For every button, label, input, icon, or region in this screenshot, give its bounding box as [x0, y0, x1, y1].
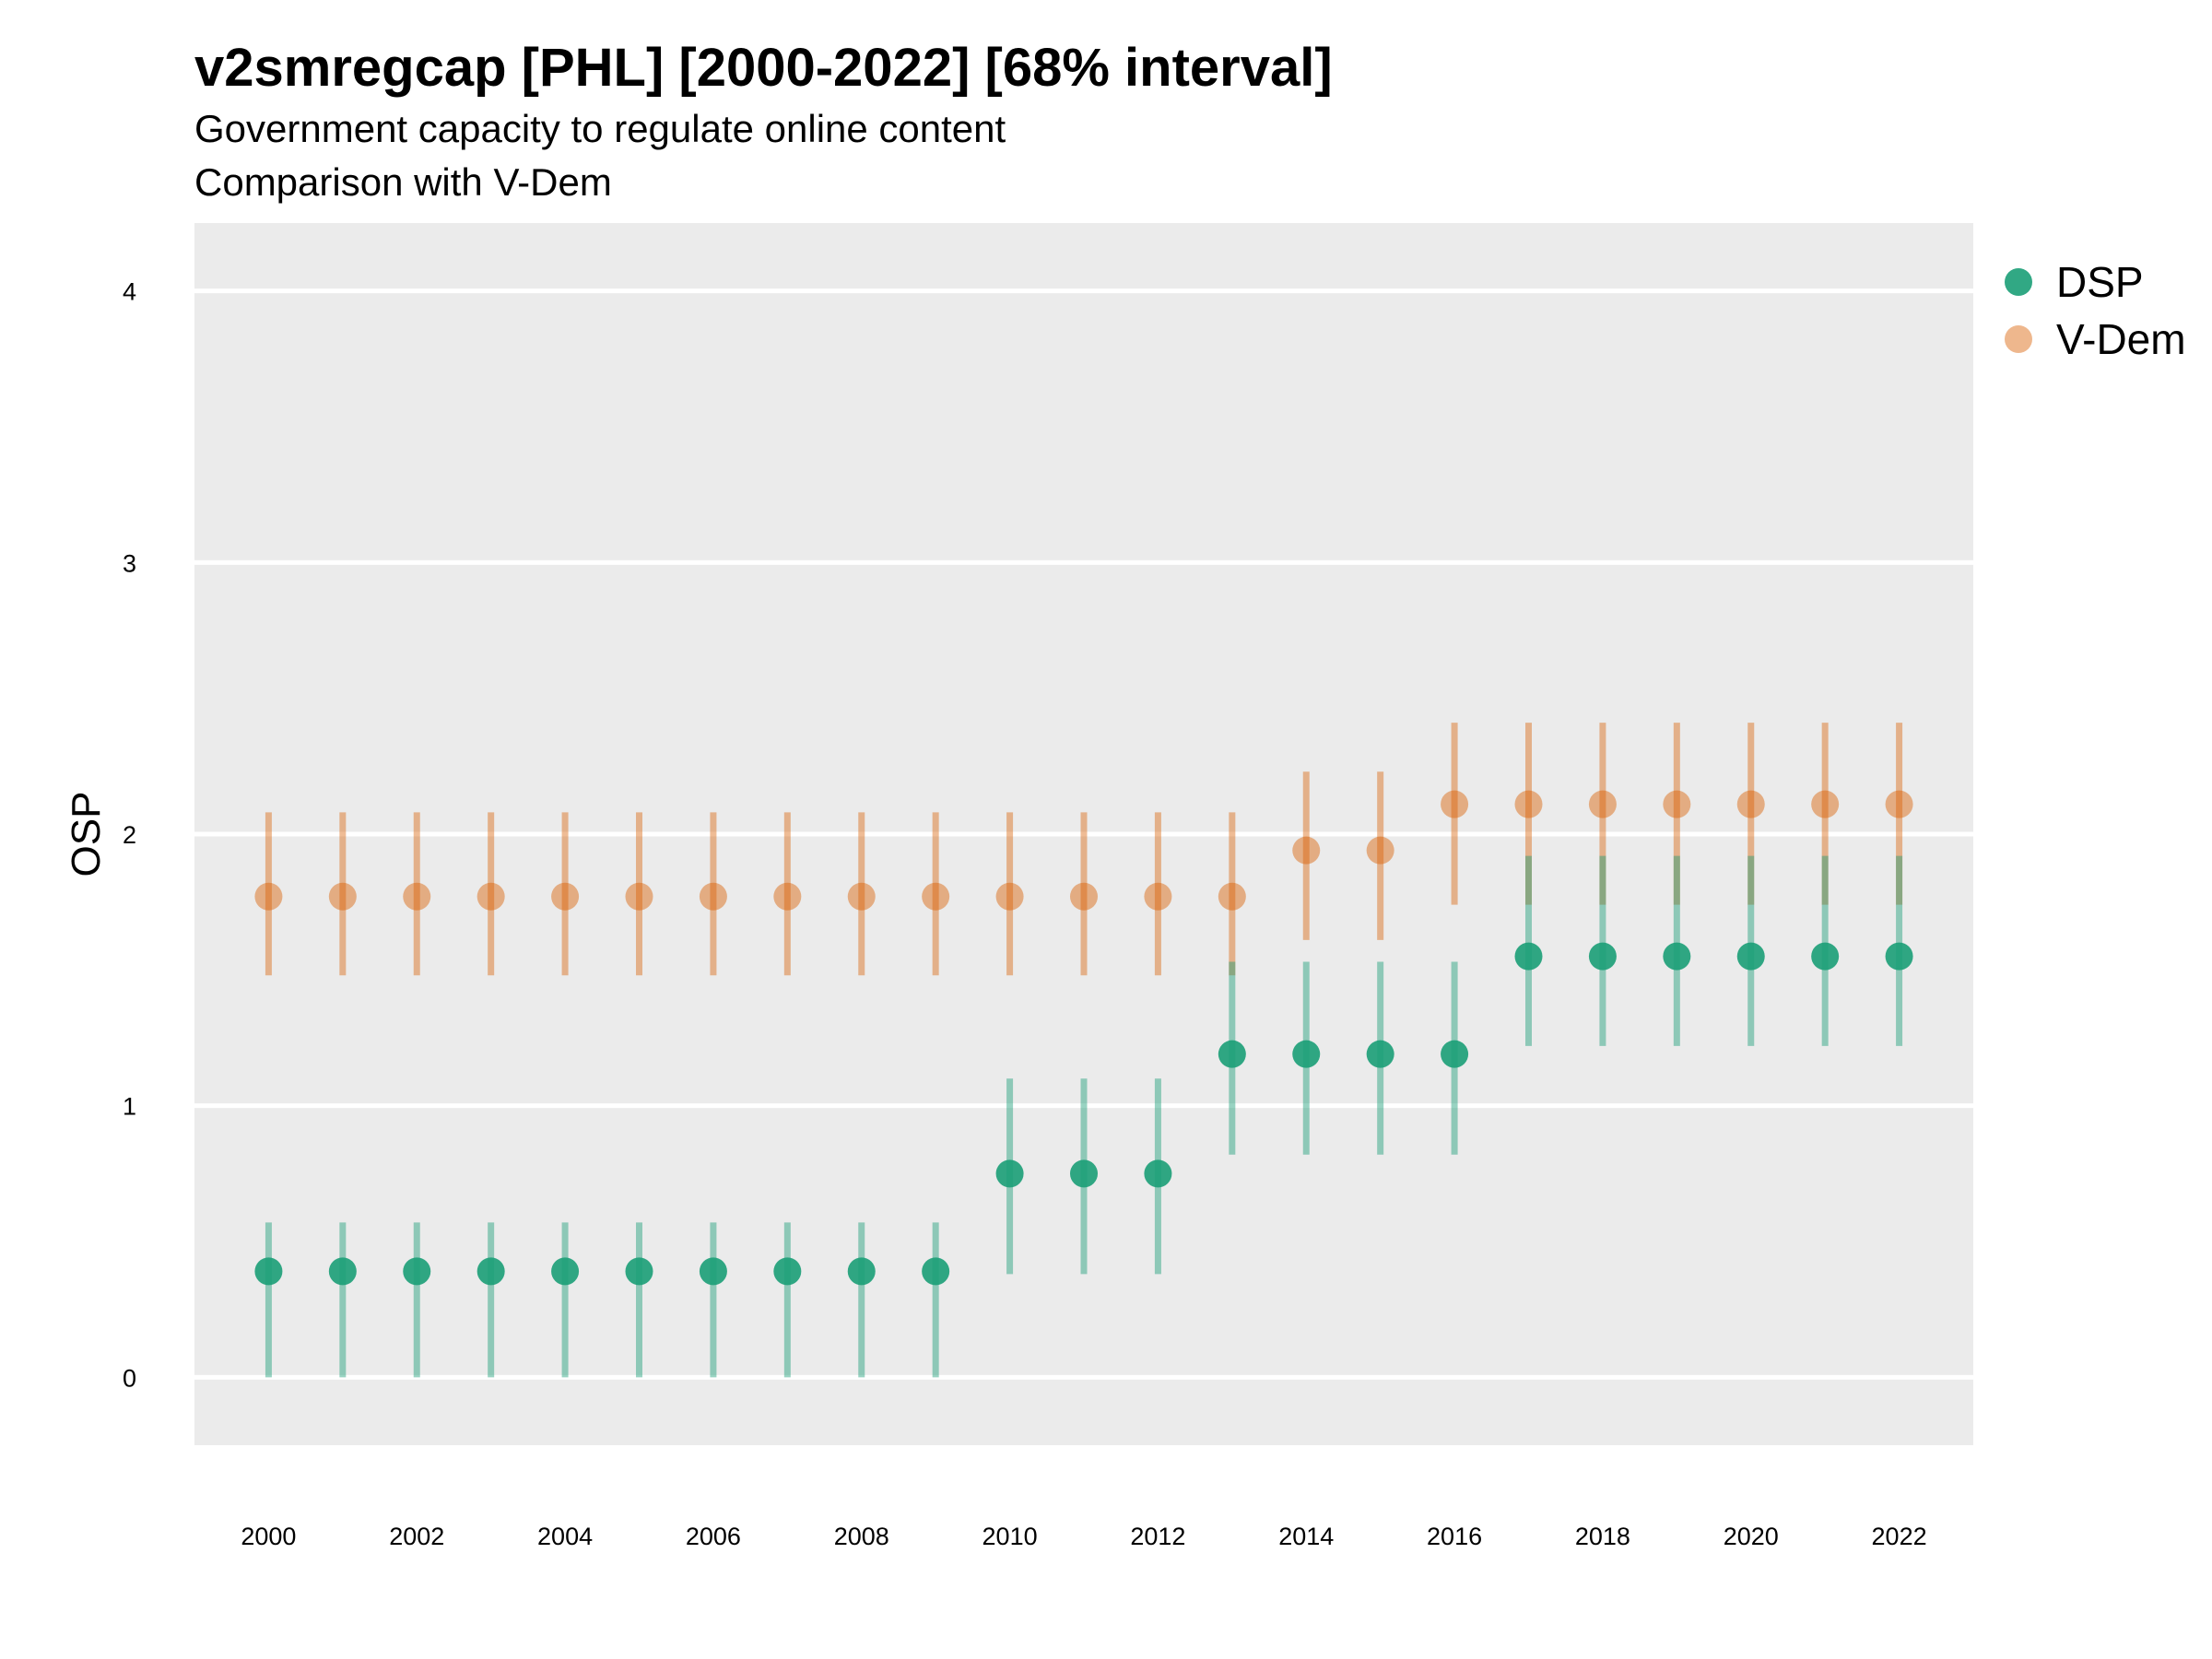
legend: DSP V-Dem: [2005, 253, 2186, 368]
vdem-point: [1736, 790, 1765, 818]
x-tick-label: 2004: [537, 1523, 593, 1550]
dsp-point: [773, 1257, 802, 1286]
vdem-point: [847, 882, 876, 911]
chart-caption: Comparison with V-Dem: [194, 160, 612, 204]
grid-lines: [194, 288, 1973, 1380]
dsp-point: [1663, 942, 1691, 971]
y-tick-label: 0: [123, 1364, 136, 1392]
x-tick-label: 2018: [1575, 1523, 1630, 1550]
dsp-point: [1736, 942, 1765, 971]
legend-item-vdem[interactable]: V-Dem: [2005, 311, 2186, 368]
dsp-point: [551, 1257, 580, 1286]
y-tick-label: 4: [123, 278, 136, 306]
dsp-point: [254, 1257, 283, 1286]
vdem-point: [403, 882, 431, 911]
vdem-point: [1588, 790, 1617, 818]
x-tick-label: 2022: [1872, 1523, 1927, 1550]
vdem-point: [1811, 790, 1840, 818]
x-tick-label: 2016: [1427, 1523, 1482, 1550]
vdem-point: [551, 882, 580, 911]
vdem-point: [922, 882, 950, 911]
vdem-point: [625, 882, 653, 911]
dsp-point: [403, 1257, 431, 1286]
legend-dsp-swatch: [2005, 268, 2032, 296]
dsp-point: [1885, 942, 1913, 971]
vdem-point: [254, 882, 283, 911]
x-tick-label: 2012: [1130, 1523, 1185, 1550]
dsp-point: [1144, 1159, 1172, 1188]
dsp-point: [995, 1159, 1024, 1188]
vdem-point: [1144, 882, 1172, 911]
y-tick-label: 1: [123, 1093, 136, 1121]
dsp-point: [1441, 1040, 1469, 1068]
x-tick-label: 2006: [686, 1523, 741, 1550]
vdem-point: [328, 882, 357, 911]
dsp-point: [847, 1257, 876, 1286]
x-tick-label: 2000: [241, 1523, 296, 1550]
vdem-point: [1885, 790, 1913, 818]
legend-dsp-label: DSP: [2056, 258, 2144, 306]
legend-vdem-label: V-Dem: [2056, 315, 2186, 363]
chart-title: v2smregcap [PHL] [2000-2022] [68% interv…: [194, 38, 1333, 98]
vdem-point: [995, 882, 1024, 911]
x-tick-label: 2020: [1724, 1523, 1779, 1550]
x-tick-label: 2014: [1278, 1523, 1334, 1550]
dsp-point: [625, 1257, 653, 1286]
dsp-point: [1292, 1040, 1321, 1068]
dsp-point: [1366, 1040, 1394, 1068]
vdem-point: [477, 882, 505, 911]
legend-vdem-swatch: [2005, 325, 2032, 353]
vdem-point: [1070, 882, 1098, 911]
dsp-point: [1514, 942, 1543, 971]
chart-subtitle: Government capacity to regulate online c…: [194, 107, 1006, 150]
vdem-point: [1514, 790, 1543, 818]
dsp-point: [1070, 1159, 1098, 1188]
dsp-point: [328, 1257, 357, 1286]
dsp-point: [922, 1257, 950, 1286]
vdem-point: [1218, 882, 1246, 911]
dsp-point: [1218, 1040, 1246, 1068]
x-tick-label: 2002: [389, 1523, 444, 1550]
vdem-point: [699, 882, 727, 911]
vdem-point: [1366, 836, 1394, 865]
x-tick-label: 2010: [982, 1523, 1038, 1550]
x-tick-label: 2008: [834, 1523, 889, 1550]
y-tick-label: 2: [123, 821, 136, 849]
y-tick-label: 3: [123, 549, 136, 577]
vdem-point: [1663, 790, 1691, 818]
dsp-point: [1588, 942, 1617, 971]
legend-item-dsp[interactable]: DSP: [2005, 253, 2186, 311]
dsp-point: [699, 1257, 727, 1286]
vdem-point: [1292, 836, 1321, 865]
axis-ticks: 0 1 2 3 4 2000 2002 2004 2006 2008 2010 2012 2014 201…: [123, 278, 1927, 1550]
vdem-point: [1441, 790, 1469, 818]
dsp-point: [1811, 942, 1840, 971]
vdem-point: [773, 882, 802, 911]
dsp-point: [477, 1257, 505, 1286]
data-points: [254, 790, 1913, 1286]
